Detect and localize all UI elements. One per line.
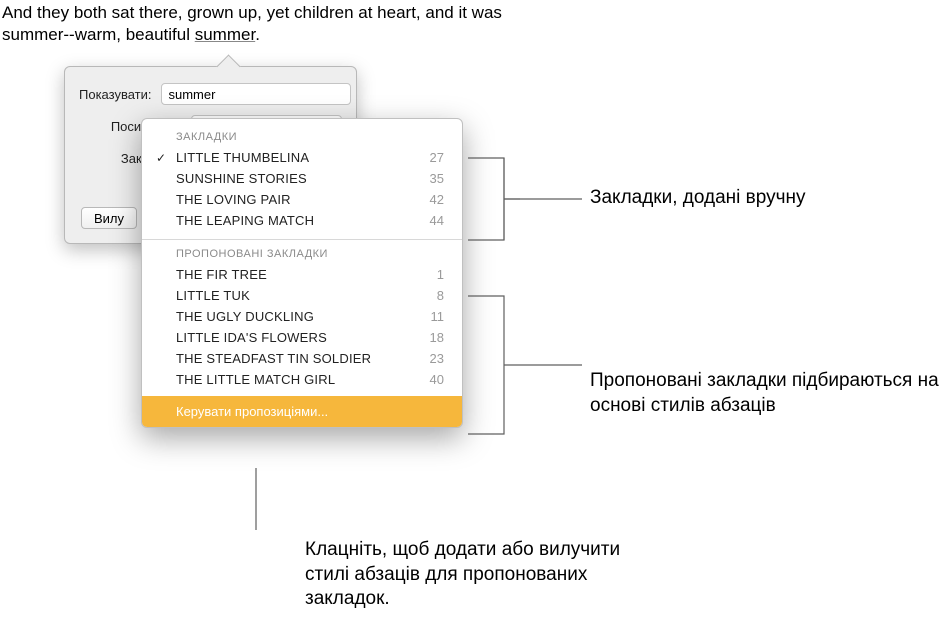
manage-suggestions-button[interactable]: Керувати пропозиціями... bbox=[142, 396, 462, 427]
suggested-bookmark-item[interactable]: THE FIR TREE1 bbox=[142, 264, 462, 285]
doc-line1: And they both sat there, grown up, yet c… bbox=[2, 3, 502, 22]
bookmark-item-label: THE UGLY DUCKLING bbox=[176, 309, 416, 324]
callout-suggested-bookmarks: Пропоновані закладки підбираються на осн… bbox=[590, 369, 940, 418]
bookmark-item-label: THE FIR TREE bbox=[176, 267, 416, 282]
bookmark-item-label: THE LOVING PAIR bbox=[176, 192, 416, 207]
suggested-bookmark-item[interactable]: THE STEADFAST TIN SOLDIER23 bbox=[142, 348, 462, 369]
bookmark-item-page: 42 bbox=[416, 192, 444, 207]
bookmark-item-label: LITTLE IDA'S FLOWERS bbox=[176, 330, 416, 345]
suggested-bookmark-item[interactable]: THE LITTLE MATCH GIRL40 bbox=[142, 369, 462, 390]
bookmark-item[interactable]: THE LOVING PAIR42 bbox=[142, 189, 462, 210]
document-text: And they both sat there, grown up, yet c… bbox=[2, 2, 582, 46]
linked-word[interactable]: summer bbox=[195, 25, 255, 44]
bookmark-item-page: 18 bbox=[416, 330, 444, 345]
section-header-bookmarks: ЗАКЛАДКИ bbox=[142, 125, 462, 147]
bookmark-item-label: THE LITTLE MATCH GIRL bbox=[176, 372, 416, 387]
suggested-bookmark-item[interactable]: LITTLE IDA'S FLOWERS18 bbox=[142, 327, 462, 348]
dropdown-divider bbox=[142, 239, 462, 240]
bookmark-item[interactable]: THE LEAPING MATCH44 bbox=[142, 210, 462, 231]
bookmark-item-label: THE STEADFAST TIN SOLDIER bbox=[176, 351, 416, 366]
bookmark-item-page: 8 bbox=[416, 288, 444, 303]
show-input[interactable] bbox=[161, 83, 351, 105]
bookmark-item-label: THE LEAPING MATCH bbox=[176, 213, 416, 228]
bookmark-item-page: 40 bbox=[416, 372, 444, 387]
suggested-bookmark-item[interactable]: THE UGLY DUCKLING11 bbox=[142, 306, 462, 327]
show-label: Показувати: bbox=[79, 87, 161, 102]
manual-bookmark-list: ✓LITTLE THUMBELINA27SUNSHINE STORIES35TH… bbox=[142, 147, 462, 231]
suggested-bookmark-item[interactable]: LITTLE TUK8 bbox=[142, 285, 462, 306]
bookmark-item-page: 35 bbox=[416, 171, 444, 186]
doc-line2-post: . bbox=[255, 25, 260, 44]
bookmark-dropdown: ЗАКЛАДКИ ✓LITTLE THUMBELINA27SUNSHINE ST… bbox=[141, 118, 463, 428]
bookmark-item-page: 27 bbox=[416, 150, 444, 165]
bookmark-item-page: 1 bbox=[416, 267, 444, 282]
bookmark-item-label: SUNSHINE STORIES bbox=[176, 171, 416, 186]
callout-manage-suggestions: Клацніть, щоб додати або вилучити стилі … bbox=[305, 538, 645, 612]
bookmark-item-page: 23 bbox=[416, 351, 444, 366]
suggested-bookmark-list: THE FIR TREE1LITTLE TUK8THE UGLY DUCKLIN… bbox=[142, 264, 462, 390]
bookmark-item-label: LITTLE THUMBELINA bbox=[176, 150, 416, 165]
bookmark-item-page: 44 bbox=[416, 213, 444, 228]
delete-button[interactable]: Вилу bbox=[81, 207, 137, 229]
show-row: Показувати: bbox=[79, 83, 342, 105]
bookmark-item[interactable]: ✓LITTLE THUMBELINA27 bbox=[142, 147, 462, 168]
bookmark-item[interactable]: SUNSHINE STORIES35 bbox=[142, 168, 462, 189]
doc-line2-pre: summer--warm, beautiful bbox=[2, 25, 195, 44]
section-header-suggested: ПРОПОНОВАНІ ЗАКЛАДКИ bbox=[142, 242, 462, 264]
bookmark-item-label: LITTLE TUK bbox=[176, 288, 416, 303]
bookmark-item-page: 11 bbox=[416, 309, 444, 324]
callout-manual-bookmarks: Закладки, додані вручну bbox=[590, 186, 930, 211]
checkmark-icon: ✓ bbox=[156, 151, 176, 165]
